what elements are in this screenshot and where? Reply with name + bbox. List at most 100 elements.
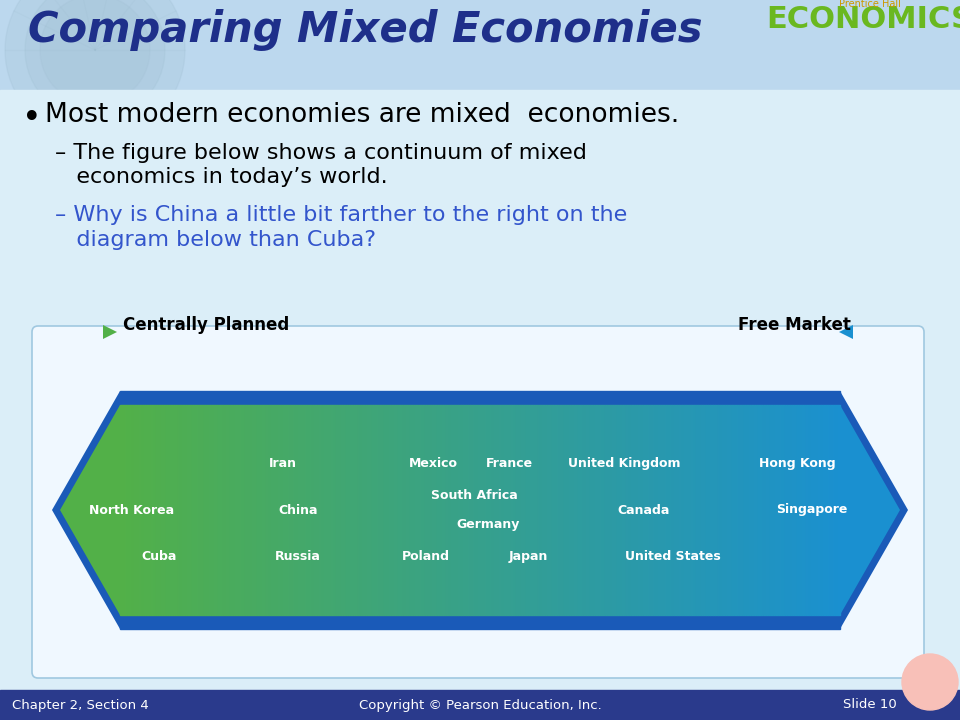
Bar: [499, 405, 501, 615]
Bar: [830, 405, 832, 615]
Bar: [276, 405, 278, 615]
Bar: [442, 405, 444, 615]
Text: Germany: Germany: [457, 518, 520, 531]
Bar: [765, 405, 768, 615]
Bar: [389, 405, 392, 615]
Bar: [725, 405, 728, 615]
Bar: [533, 405, 536, 615]
Circle shape: [25, 0, 165, 120]
Bar: [780, 405, 782, 615]
Bar: [638, 405, 641, 615]
Bar: [720, 405, 722, 615]
Bar: [288, 405, 290, 615]
Bar: [605, 405, 608, 615]
Bar: [549, 405, 552, 615]
Text: China: China: [278, 503, 318, 516]
Bar: [804, 405, 806, 615]
Bar: [427, 405, 430, 615]
Bar: [597, 405, 600, 615]
Bar: [245, 405, 248, 615]
Text: Free Market: Free Market: [738, 316, 851, 334]
Circle shape: [40, 0, 150, 105]
Bar: [286, 405, 288, 615]
Bar: [293, 405, 296, 615]
Bar: [144, 405, 146, 615]
Bar: [511, 405, 514, 615]
Bar: [440, 405, 442, 615]
Bar: [516, 405, 518, 615]
Bar: [547, 405, 549, 615]
Bar: [156, 405, 158, 615]
Bar: [760, 405, 763, 615]
Bar: [789, 405, 792, 615]
Bar: [641, 405, 643, 615]
Bar: [296, 405, 298, 615]
Bar: [520, 405, 523, 615]
Bar: [536, 405, 538, 615]
Bar: [763, 405, 765, 615]
Bar: [456, 405, 459, 615]
Bar: [696, 405, 698, 615]
Polygon shape: [52, 391, 120, 629]
Bar: [653, 405, 655, 615]
Bar: [518, 405, 520, 615]
Bar: [180, 405, 182, 615]
Bar: [206, 405, 209, 615]
Bar: [629, 405, 632, 615]
Bar: [154, 405, 156, 615]
Bar: [557, 405, 559, 615]
Bar: [266, 405, 269, 615]
Bar: [835, 405, 837, 615]
Bar: [828, 405, 830, 615]
Bar: [125, 405, 127, 615]
Bar: [146, 405, 149, 615]
FancyBboxPatch shape: [32, 326, 924, 678]
Circle shape: [912, 685, 932, 705]
Bar: [459, 405, 461, 615]
Bar: [636, 405, 638, 615]
Bar: [528, 405, 530, 615]
Bar: [374, 405, 376, 615]
Bar: [787, 405, 789, 615]
Bar: [376, 405, 379, 615]
Text: Prentice Hall: Prentice Hall: [839, 0, 900, 9]
Bar: [660, 405, 662, 615]
Bar: [744, 405, 747, 615]
Bar: [624, 405, 626, 615]
Bar: [523, 405, 526, 615]
Bar: [298, 405, 300, 615]
Bar: [163, 405, 165, 615]
Bar: [693, 405, 696, 615]
Bar: [307, 405, 309, 615]
Bar: [662, 405, 664, 615]
Bar: [603, 405, 605, 615]
Bar: [555, 405, 557, 615]
Bar: [331, 405, 334, 615]
Bar: [797, 405, 799, 615]
Bar: [768, 405, 770, 615]
Bar: [437, 405, 440, 615]
Bar: [408, 405, 411, 615]
Text: economics in today’s world.: economics in today’s world.: [55, 167, 388, 187]
Bar: [304, 405, 307, 615]
Bar: [350, 405, 353, 615]
Bar: [274, 405, 276, 615]
Bar: [538, 405, 540, 615]
Bar: [588, 405, 590, 615]
Text: France: France: [486, 457, 533, 470]
Bar: [734, 405, 737, 615]
Bar: [228, 405, 230, 615]
Bar: [360, 405, 362, 615]
Bar: [137, 405, 139, 615]
Bar: [171, 405, 173, 615]
Bar: [627, 405, 629, 615]
Polygon shape: [839, 325, 853, 339]
Bar: [319, 405, 322, 615]
Bar: [424, 405, 427, 615]
Bar: [0, 90, 960, 320]
Bar: [372, 405, 374, 615]
Bar: [501, 405, 504, 615]
Bar: [818, 405, 821, 615]
Text: Chapter 2, Section 4: Chapter 2, Section 4: [12, 698, 149, 711]
Bar: [178, 405, 180, 615]
